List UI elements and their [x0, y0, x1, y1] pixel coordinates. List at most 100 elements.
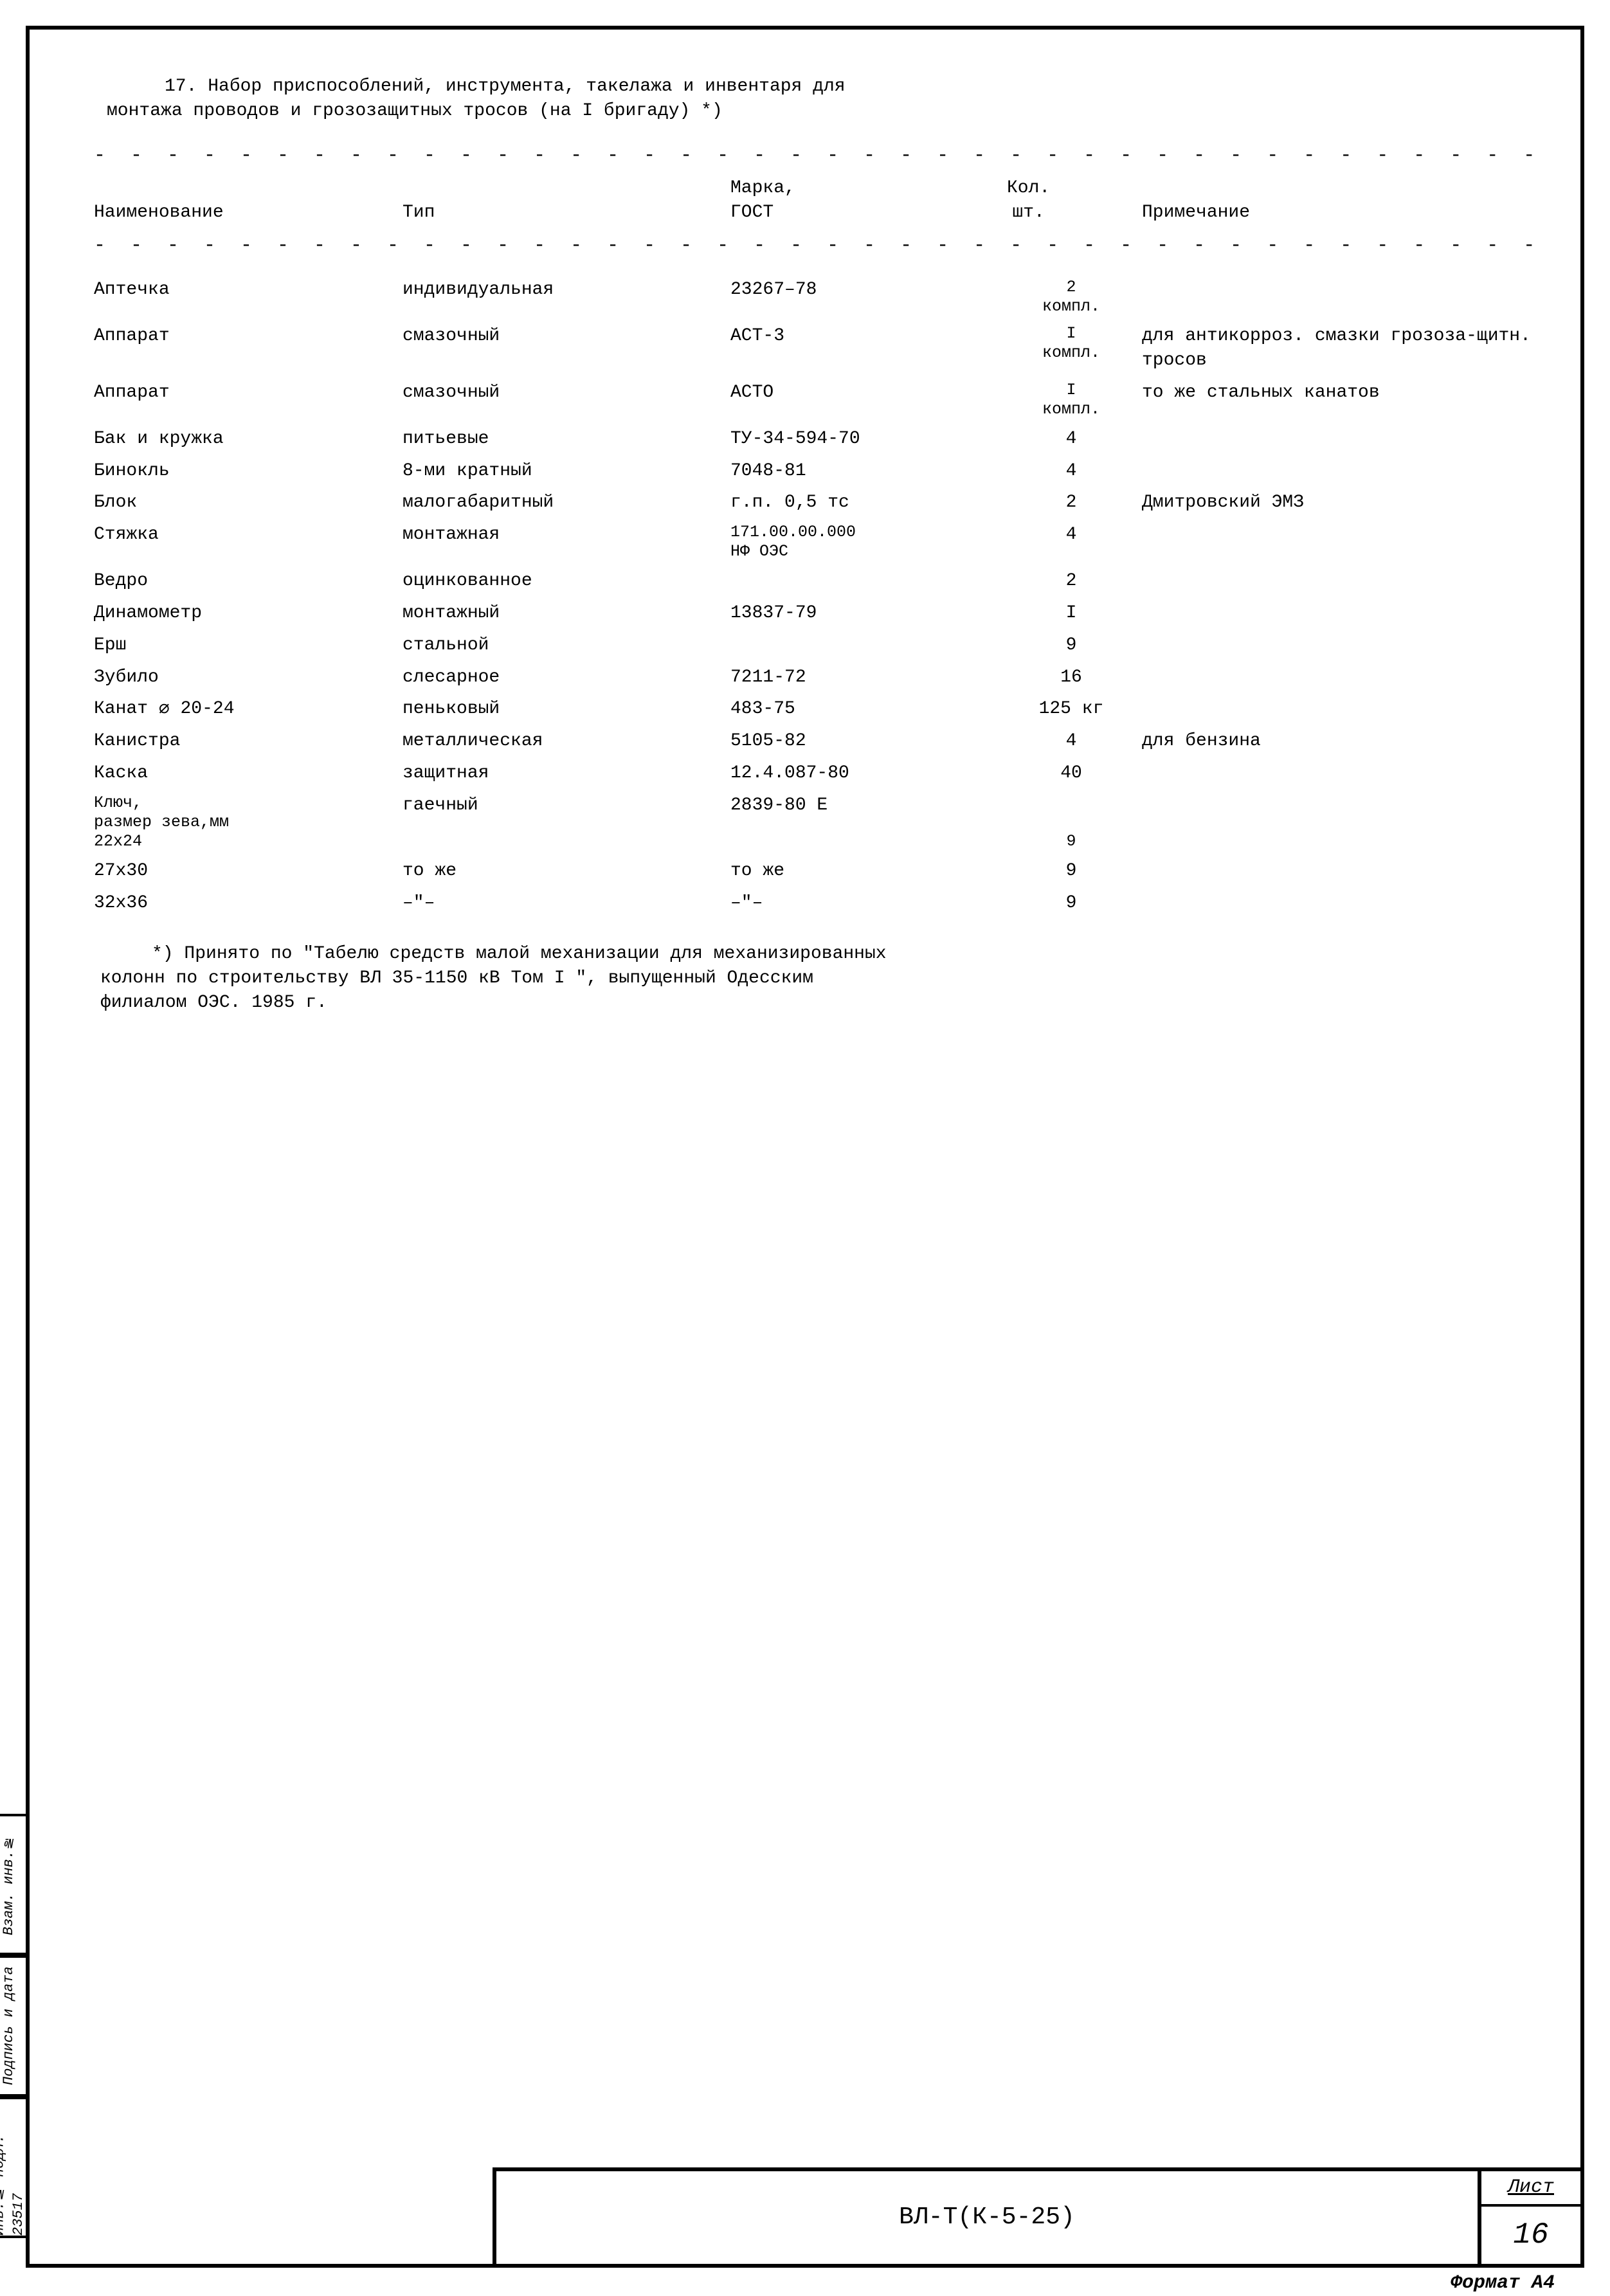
cell-note [1142, 521, 1542, 563]
cell-gost [730, 568, 1000, 595]
table-row: Зубилослесарное7211-7216 [94, 664, 1542, 691]
cell-gost: 7211-72 [730, 664, 1000, 691]
cell-gost: 5105-82 [730, 728, 1000, 755]
cell-note [1142, 664, 1542, 691]
cell-type: –"– [402, 890, 724, 917]
sheet-box: Лист 16 [1478, 2171, 1580, 2264]
cell-qty: I [1007, 600, 1135, 627]
cell-type: то же [402, 858, 724, 885]
cell-note [1142, 890, 1542, 917]
cell-type: оцинкованное [402, 568, 724, 595]
cell-type: питьевые [402, 426, 724, 453]
title-block-frame: ВЛ-Т(К-5-25) Лист 16 [493, 2167, 1580, 2264]
table-row: Ведрооцинкованное2 [94, 568, 1542, 595]
cell-gost: 13837-79 [730, 600, 1000, 627]
cell-name: Блок [94, 489, 396, 516]
cell-gost: 7048-81 [730, 458, 1000, 485]
table-row: Аптечкаиндивидуальная23267–782 компл. [94, 276, 1542, 318]
cell-name: Аптечка [94, 276, 396, 318]
cell-type: гаечный [402, 792, 724, 853]
side-stamp-column: Инв.№ подл. 23517 Подпись и дата Взам. и… [0, 1814, 30, 2238]
cell-type: стальной [402, 632, 724, 659]
cell-qty: 4 [1007, 728, 1135, 755]
table-row: Стяжкамонтажная171.00.00.000 НФ ОЭС4 [94, 521, 1542, 563]
cell-qty: 4 [1007, 458, 1135, 485]
cell-note [1142, 458, 1542, 485]
cell-name: Аппарат [94, 379, 396, 420]
cell-note [1142, 600, 1542, 627]
side-box-sign: Подпись и дата [0, 1955, 30, 2097]
section-title: 17. Набор приспособлений, инструмента, т… [94, 75, 1542, 123]
sheet-number: 16 [1481, 2207, 1580, 2264]
cell-type: монтажная [402, 521, 724, 563]
col-qty-l2: шт. [1012, 203, 1044, 222]
cell-note: для антикорроз. смазки грозоза-щитн. тро… [1142, 323, 1542, 374]
cell-name: Стяжка [94, 521, 396, 563]
cell-name: Ерш [94, 632, 396, 659]
cell-gost: то же [730, 858, 1000, 885]
cell-name: Ключ, размер зева,мм 22x24 [94, 792, 396, 853]
cell-name: Зубило [94, 664, 396, 691]
cell-qty: 16 [1007, 664, 1135, 691]
table-row: Бинокль8-ми кратный7048-81 4 [94, 458, 1542, 485]
cell-qty: 2 [1007, 568, 1135, 595]
table-row: Бак и кружкапитьевыеТУ-34-594-704 [94, 426, 1542, 453]
table-row: Ключ, размер зева,мм 22x24гаечный2839-80… [94, 792, 1542, 853]
cell-qty: 2 [1007, 489, 1135, 516]
side-box-vzam: Взам. инв.№ [0, 1814, 30, 1955]
title-line-2: монтажа проводов и грозозащитных тросов … [107, 99, 1529, 123]
cell-type: 8-ми кратный [402, 458, 724, 485]
cell-name: Каска [94, 760, 396, 787]
cell-qty: I компл. [1007, 323, 1135, 374]
side-box-inv: Инв.№ подл. 23517 [0, 2097, 30, 2238]
table-row: АппаратсмазочныйАСТОI компл.то же стальн… [94, 379, 1542, 420]
cell-qty: 4 [1007, 426, 1135, 453]
cell-name: Динамометр [94, 600, 396, 627]
col-name: Наименование [94, 174, 396, 228]
table-body: Аптечкаиндивидуальная23267–782 компл. Апп… [94, 276, 1542, 916]
cell-gost: АСТО [730, 379, 1000, 420]
table-row: Касказащитная12.4.087-8040 [94, 760, 1542, 787]
cell-gost: 171.00.00.000 НФ ОЭС [730, 521, 1000, 563]
cell-type: монтажный [402, 600, 724, 627]
cell-note [1142, 632, 1542, 659]
header-rule-top: - - - - - - - - - - - - - - - - - - - - … [94, 143, 1542, 169]
col-qty-l1: Кол. [1007, 178, 1050, 198]
cell-gost: 2839-80 Е [730, 792, 1000, 853]
col-gost-l2: ГОСТ [730, 203, 773, 222]
format-label: Формат А4 [1451, 2270, 1555, 2296]
cell-name: Канистра [94, 728, 396, 755]
sheet-label: Лист [1481, 2171, 1580, 2207]
footnote-line-2: колонн по строительству ВЛ 35-1150 кВ То… [100, 966, 1535, 991]
cell-gost: АСТ-3 [730, 323, 1000, 374]
cell-qty: 4 [1007, 521, 1135, 563]
table-row: Канистраметаллическая5105-824для бензина [94, 728, 1542, 755]
cell-note: для бензина [1142, 728, 1542, 755]
cell-qty: 9 [1007, 792, 1135, 853]
cell-name: Аппарат [94, 323, 396, 374]
footnote-line-1: *) Принято по "Табелю средств малой меха… [100, 942, 1535, 966]
cell-gost: –"– [730, 890, 1000, 917]
cell-type: пеньковый [402, 696, 724, 723]
cell-qty: I компл. [1007, 379, 1135, 420]
col-type: Тип [402, 174, 724, 228]
title-line-1: 17. Набор приспособлений, инструмента, т… [107, 75, 1529, 99]
cell-type: индивидуальная [402, 276, 724, 318]
col-note: Примечание [1142, 174, 1542, 228]
cell-name: Бак и кружка [94, 426, 396, 453]
cell-gost: г.п. 0,5 тс [730, 489, 1000, 516]
footnote-line-3: филиалом ОЭС. 1985 г. [100, 991, 1535, 1015]
table-row: Канат ⌀ 20-24пеньковый483-75125 кг [94, 696, 1542, 723]
col-gost: Марка, ГОСТ [730, 174, 1000, 228]
table-row: Динамометрмонтажный13837-79 I [94, 600, 1542, 627]
cell-name: Бинокль [94, 458, 396, 485]
cell-note [1142, 696, 1542, 723]
cell-type: защитная [402, 760, 724, 787]
table-row: Блокмалогабаритныйг.п. 0,5 тс2Дмитровски… [94, 489, 1542, 516]
table-row: Ершстальной 9 [94, 632, 1542, 659]
page-frame: Инв.№ подл. 23517 Подпись и дата Взам. и… [26, 26, 1584, 2268]
cell-gost: 23267–78 [730, 276, 1000, 318]
col-gost-l1: Марка, [730, 178, 795, 198]
header-rule-bot: - - - - - - - - - - - - - - - - - - - - … [94, 233, 1542, 259]
cell-qty: 9 [1007, 632, 1135, 659]
